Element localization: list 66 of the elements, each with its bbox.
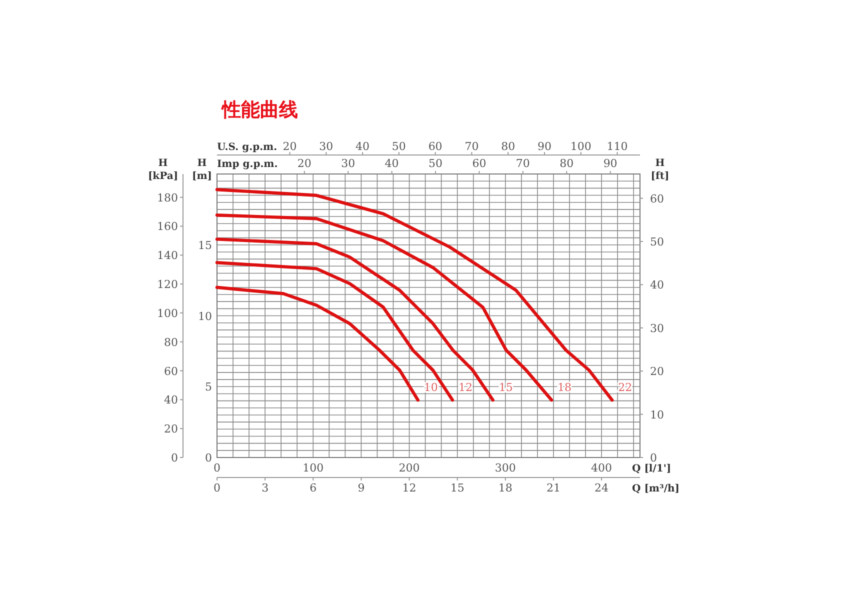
x-tick-label: 18 bbox=[498, 482, 512, 494]
x-tick-label: 400 bbox=[591, 462, 612, 474]
y3-tick-label: 50 bbox=[650, 235, 664, 248]
x2-axis-title: U.S. g.p.m. bbox=[217, 142, 278, 153]
x2-tick-label: 90 bbox=[537, 140, 552, 153]
x-tick-label: 200 bbox=[398, 462, 420, 474]
x-axis-title: Q [m³/h] bbox=[632, 484, 680, 494]
y2-tick-label: 20 bbox=[164, 422, 178, 436]
y2-tick-label: 160 bbox=[157, 220, 178, 234]
y3-tick-label: 0 bbox=[650, 452, 657, 464]
x2-tick-label: 20 bbox=[282, 140, 297, 153]
y2-tick-label: 140 bbox=[157, 249, 178, 262]
x-tick-label: 3 bbox=[262, 482, 269, 494]
x-tick-label: 90 bbox=[603, 157, 618, 170]
x-tick-label: 12 bbox=[402, 482, 416, 494]
x-tick-label: 0 bbox=[214, 482, 220, 494]
x-tick-label: 50 bbox=[428, 157, 443, 170]
x-tick-label: 20 bbox=[297, 157, 312, 170]
x-tick-label: 0 bbox=[214, 462, 220, 474]
y-tick-label: 15 bbox=[198, 238, 212, 252]
x-tick-label: 40 bbox=[384, 157, 399, 170]
y3-tick-label: 30 bbox=[650, 322, 664, 335]
y-tick-label: 0 bbox=[205, 452, 212, 464]
x-tick-label: 24 bbox=[594, 482, 609, 494]
x2-tick-label: 100 bbox=[570, 140, 592, 153]
y2-tick-label: 80 bbox=[164, 336, 178, 349]
x-tick-label: 21 bbox=[546, 482, 560, 494]
x2-tick-label: 60 bbox=[428, 140, 442, 153]
y2-tick-label: 180 bbox=[157, 191, 178, 204]
x-tick-label: 9 bbox=[358, 482, 365, 494]
y2-tick-label: 0 bbox=[171, 452, 178, 464]
x2-tick-label: 80 bbox=[501, 140, 516, 153]
line-series bbox=[215, 238, 495, 402]
y3-axis-title: H [ft] bbox=[650, 158, 670, 182]
x2-tick-label: 30 bbox=[319, 140, 334, 153]
line-series bbox=[215, 188, 614, 402]
y3-tick-label: 40 bbox=[650, 278, 664, 292]
y3-tick-label: 20 bbox=[650, 365, 664, 378]
y2-tick-label: 100 bbox=[157, 306, 178, 320]
x-axis-title: Imp g.p.m. bbox=[217, 159, 278, 170]
x-tick-label: 100 bbox=[302, 462, 324, 474]
y-tick-label: 5 bbox=[205, 380, 212, 394]
y2-tick-label: 60 bbox=[164, 364, 178, 378]
x-tick-label: 70 bbox=[516, 157, 530, 170]
x2-tick-label: 50 bbox=[392, 140, 406, 153]
x-tick-label: 30 bbox=[341, 157, 356, 170]
x2-tick-label: 40 bbox=[356, 140, 370, 153]
line-series bbox=[215, 260, 454, 402]
line-series bbox=[215, 214, 554, 402]
x-tick-label: 15 bbox=[450, 482, 464, 494]
x-tick-label: 80 bbox=[560, 157, 574, 170]
y2-tick-label: 40 bbox=[164, 394, 178, 407]
line-series bbox=[215, 286, 420, 402]
y2-tick-label: 120 bbox=[157, 278, 178, 292]
x-tick-label: 300 bbox=[494, 462, 516, 474]
y-tick-label: 10 bbox=[198, 310, 212, 323]
x-axis-title: Q [l/1'] bbox=[632, 464, 672, 474]
y2-axis-title: H [kPa] bbox=[148, 158, 178, 182]
x2-tick-label: 110 bbox=[606, 140, 628, 153]
y3-tick-label: 60 bbox=[650, 192, 664, 206]
x-tick-label: 6 bbox=[310, 482, 317, 494]
y-axis-title: H [m] bbox=[192, 158, 212, 182]
chart-title: 性能曲线 bbox=[221, 99, 298, 121]
x2-tick-label: 70 bbox=[464, 140, 479, 153]
x-tick-label: 60 bbox=[472, 157, 486, 170]
y3-tick-label: 10 bbox=[650, 408, 664, 422]
